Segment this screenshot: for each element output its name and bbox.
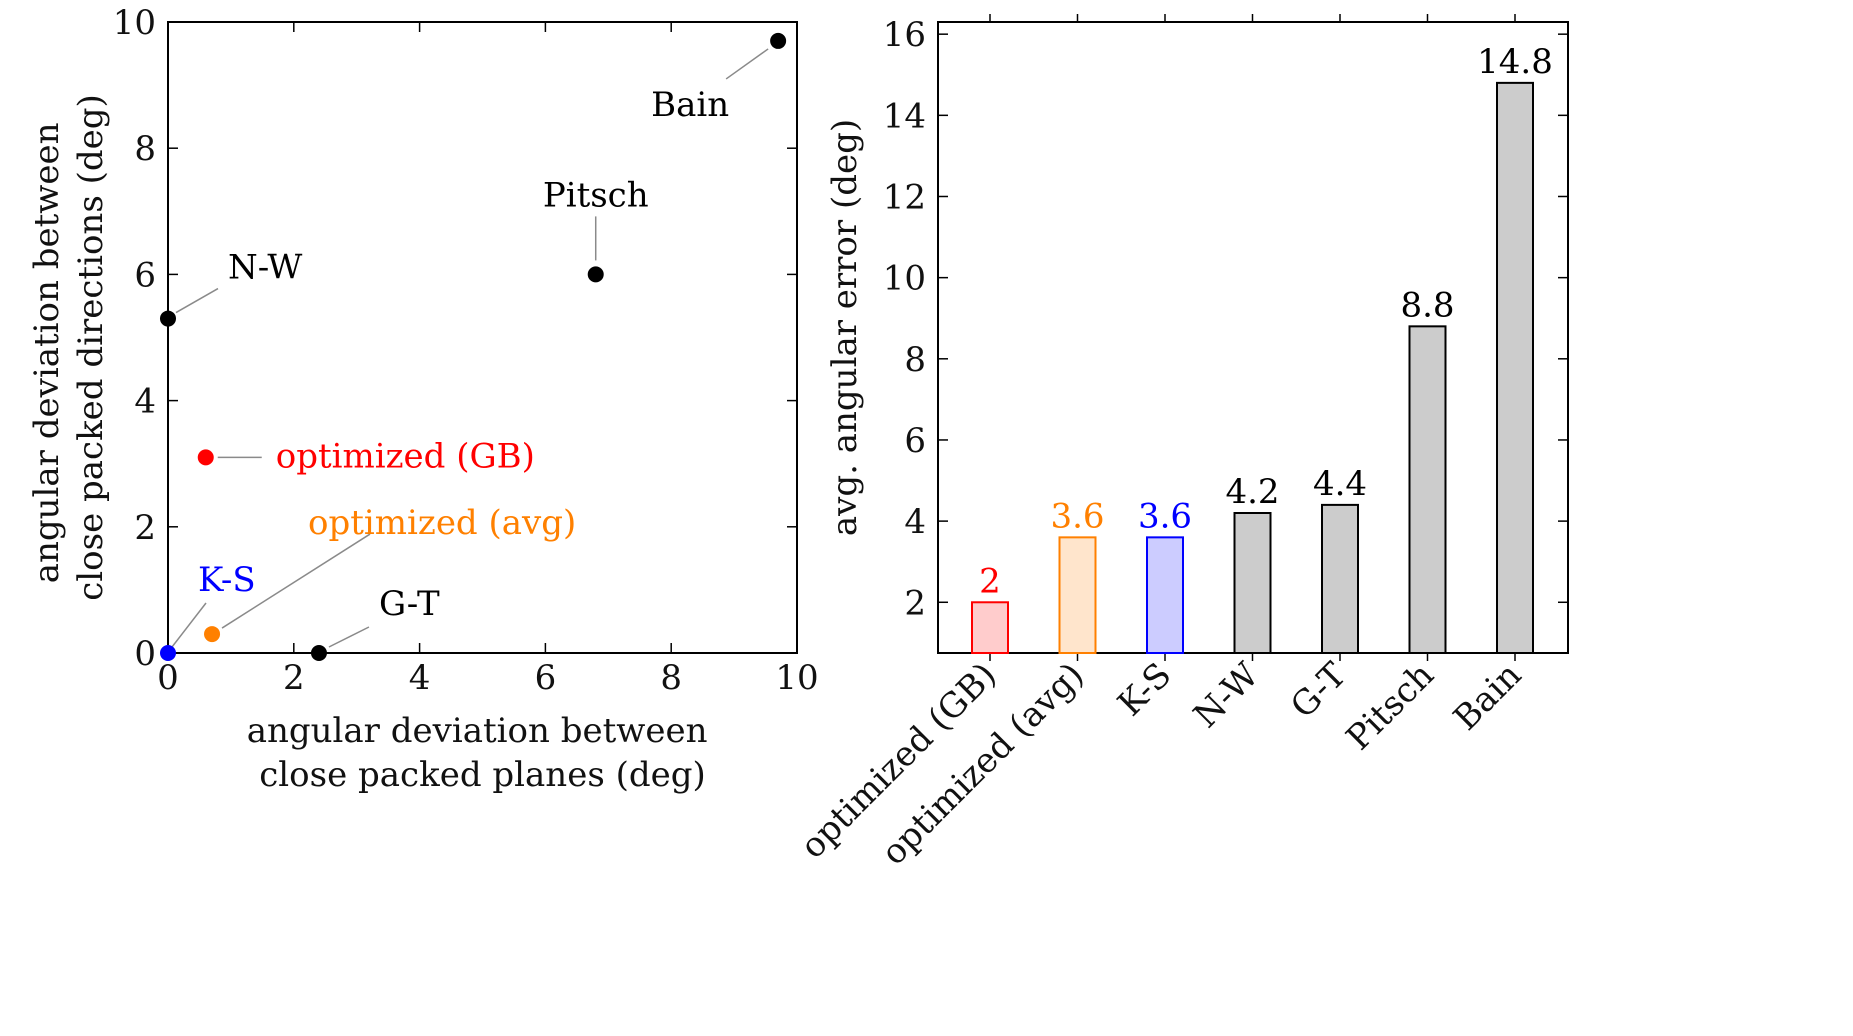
bar-value-label: 3.6 [1138, 496, 1192, 536]
bar [1233, 512, 1272, 655]
bar-category-label: N-W [1186, 655, 1267, 736]
bar-marks: 2 3.6 3.6 4.2 4.4 8.8 14.8 [971, 42, 1553, 655]
scatter-point-label: K-S [198, 560, 256, 600]
scatter-point [310, 645, 327, 661]
scatter-x-axis-title-line1: angular deviation between [247, 711, 708, 751]
scatter-x-tick-label: 8 [660, 658, 682, 698]
scatter-y-tick-label: 8 [134, 129, 156, 169]
scatter-leader-line [171, 602, 207, 648]
bar [971, 601, 1009, 655]
scatter-y-tick-label: 6 [134, 255, 156, 295]
scatter-leader-line [175, 287, 219, 314]
scatter-y-axis-title-line1: angular deviation between [27, 123, 67, 584]
scatter-x-axis-title-line2: close packed planes (deg) [259, 755, 706, 795]
scatter-point-label: Pitsch [543, 175, 649, 215]
bar-y-tick-label: 2 [904, 583, 926, 623]
bar [1496, 81, 1534, 654]
scatter-chart: 0 2 4 6 8 10 0 2 4 6 8 10 Bain Pitsch N-W optimized (G… [27, 3, 819, 795]
scatter-leader-line [328, 626, 370, 648]
scatter-x-tick-label: 6 [535, 658, 557, 698]
bar-value-label: 14.8 [1477, 42, 1553, 82]
scatter-y-tick-label: 10 [113, 3, 156, 43]
scatter-plot-frame [167, 21, 798, 654]
scatter-leader-lines [171, 48, 769, 648]
scatter-point-label: G-T [379, 584, 440, 624]
bar-category-label: K-S [1110, 655, 1179, 724]
scatter-x-tick-label: 0 [157, 658, 179, 698]
scatter-point [587, 266, 604, 283]
scatter-ticks: 0 2 4 6 8 10 0 2 4 6 8 10 [113, 3, 819, 698]
scatter-point [770, 32, 787, 49]
scatter-point [204, 626, 221, 643]
scatter-x-tick-label: 2 [283, 658, 305, 698]
bar-y-tick-label: 12 [883, 177, 926, 217]
bar [1058, 536, 1097, 654]
scatter-point-label: Bain [651, 85, 729, 125]
bar-value-label: 3.6 [1050, 496, 1104, 536]
scatter-leader-line [221, 533, 371, 629]
bar [1408, 325, 1447, 654]
scatter-point [160, 310, 176, 327]
bar-y-tick-label: 10 [883, 259, 926, 299]
bar-y-axis-title: avg. angular error (deg) [825, 119, 865, 536]
scatter-point-label: optimized (GB) [276, 436, 535, 476]
bar-value-label: 4.4 [1313, 464, 1367, 504]
scatter-y-tick-label: 4 [134, 382, 156, 422]
bar-category-label: Bain [1446, 655, 1529, 738]
bar-category-label: G-T [1283, 655, 1354, 726]
bar-y-tick-label: 6 [904, 421, 926, 461]
bar [1321, 503, 1359, 654]
scatter-y-axis-title-line2: close packed directions (deg) [71, 94, 111, 601]
bar-y-tick-label: 16 [883, 15, 926, 55]
scatter-y-tick-label: 0 [134, 634, 156, 674]
bar-category-label: Pitsch [1339, 655, 1442, 758]
scatter-point-label: optimized (avg) [308, 503, 576, 543]
bar-value-label: 4.2 [1225, 472, 1279, 512]
scatter-point [197, 449, 214, 466]
bar-y-tick-label: 14 [883, 96, 926, 136]
bar-y-tick-label: 8 [904, 340, 926, 380]
scatter-points: Bain Pitsch N-W optimized (GB) optimized (av… [160, 32, 787, 661]
scatter-x-axis-title: angular deviation between close packed p… [247, 711, 719, 795]
bar-y-tick-label: 4 [904, 502, 926, 542]
bar [1146, 536, 1184, 654]
scatter-x-tick-label: 4 [409, 658, 431, 698]
bar-value-label: 2 [979, 561, 1001, 601]
scatter-point-label: N-W [228, 248, 302, 288]
scatter-x-tick-label: 10 [775, 658, 818, 698]
scatter-leader-line [725, 48, 769, 80]
scatter-y-axis-title: angular deviation between close packed d… [27, 94, 111, 601]
bar-value-label: 8.8 [1400, 285, 1454, 325]
scatter-y-tick-label: 2 [134, 508, 156, 548]
scatter-point [160, 645, 176, 661]
